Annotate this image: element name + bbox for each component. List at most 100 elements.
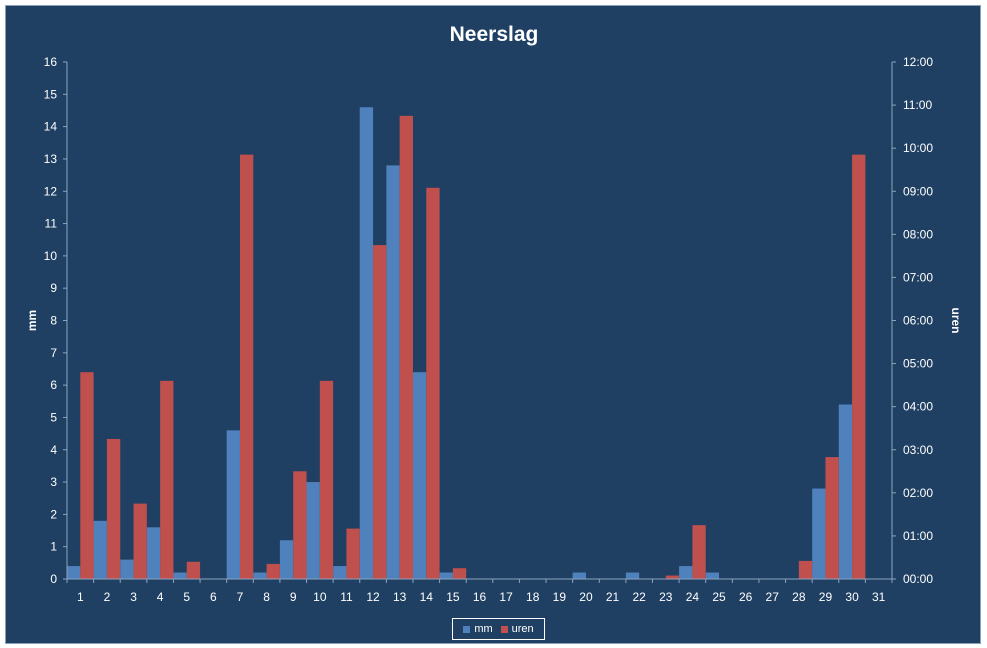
legend-item-uren: uren (500, 623, 534, 635)
x-tick-label-25: 25 (712, 590, 726, 604)
legend-swatch-mm (463, 625, 471, 633)
x-tick-label-8: 8 (263, 590, 270, 604)
y-right-tick-label-07:00: 07:00 (903, 270, 933, 284)
bar-mm-1 (67, 566, 81, 579)
y-right-tick-label-00:00: 00:00 (903, 572, 933, 586)
x-tick-label-9: 9 (290, 590, 297, 604)
bar-mm-10 (306, 482, 320, 579)
y-left-tick-label-5: 5 (50, 410, 57, 424)
bar-uren-11 (346, 528, 360, 579)
y-left-tick-label-4: 4 (50, 443, 57, 457)
x-tick-label-21: 21 (606, 590, 620, 604)
x-tick-label-23: 23 (659, 590, 673, 604)
chart-plot: 01234567891011121314151600:0001:0002:000… (25, 55, 963, 604)
y-left-tick-label-8: 8 (50, 314, 57, 328)
bar-uren-14 (426, 187, 440, 579)
x-tick-label-24: 24 (686, 590, 700, 604)
x-tick-label-12: 12 (366, 590, 380, 604)
y-right-tick-label-09:00: 09:00 (903, 184, 933, 198)
x-tick-label-20: 20 (579, 590, 593, 604)
legend-label-mm: mm (474, 623, 493, 635)
chart-title: Neerslag (449, 23, 539, 46)
bar-uren-8 (266, 563, 280, 579)
x-tick-label-15: 15 (446, 590, 460, 604)
x-tick-label-1: 1 (77, 590, 84, 604)
bar-uren-13 (399, 115, 413, 580)
bar-mm-12 (359, 107, 374, 580)
y-right-tick-label-01:00: 01:00 (903, 529, 933, 543)
bar-mm-3 (120, 559, 134, 579)
y-right-tick-label-08:00: 08:00 (903, 227, 933, 241)
bar-mm-29 (812, 488, 826, 579)
y-left-tick-label-0: 0 (50, 572, 57, 586)
x-tick-label-3: 3 (130, 590, 137, 604)
bar-uren-10 (319, 380, 334, 579)
y-left-tick-label-7: 7 (50, 346, 57, 360)
x-tick-label-30: 30 (845, 590, 859, 604)
y-right-tick-label-11:00: 11:00 (903, 98, 932, 112)
y-left-tick-label-12: 12 (44, 184, 58, 198)
legend-label-uren: uren (511, 623, 534, 635)
x-tick-label-22: 22 (632, 590, 646, 604)
x-tick-label-17: 17 (499, 590, 513, 604)
bar-mm-15 (439, 572, 453, 579)
y-right-tick-label-02:00: 02:00 (903, 486, 933, 500)
bar-uren-28 (798, 560, 813, 579)
y-right-tick-label-05:00: 05:00 (903, 357, 933, 371)
y-right-tick-label-03:00: 03:00 (903, 443, 933, 457)
y-left-tick-label-1: 1 (50, 540, 57, 554)
bar-uren-3 (133, 503, 147, 579)
x-tick-label-13: 13 (393, 590, 407, 604)
x-tick-label-14: 14 (420, 590, 434, 604)
y-left-tick-label-13: 13 (44, 152, 58, 166)
y-left-tick-label-15: 15 (44, 87, 58, 101)
x-tick-label-11: 11 (340, 590, 353, 604)
x-tick-label-6: 6 (210, 590, 217, 604)
bar-mm-24 (679, 566, 693, 579)
bar-mm-8 (253, 572, 267, 579)
legend: mm uren (452, 618, 545, 640)
bar-uren-23 (665, 575, 680, 579)
x-tick-label-31: 31 (872, 590, 886, 604)
x-tick-label-2: 2 (104, 590, 111, 604)
bar-mm-22 (625, 572, 640, 579)
x-tick-label-29: 29 (819, 590, 833, 604)
legend-swatch-uren (500, 625, 508, 633)
chart-frame: Neerslag 0 1 2 3 4 5 6 7 8 9 10 11 12 13 14 15 16 00:00 01… (5, 5, 981, 644)
y-left-tick-label-16: 16 (44, 55, 58, 69)
y-left-tick-label-14: 14 (44, 120, 58, 134)
x-tick-label-7: 7 (237, 590, 244, 604)
y-left-tick-label-11: 11 (45, 217, 58, 231)
x-tick-label-28: 28 (792, 590, 806, 604)
y-right-tick-label-10:00: 10:00 (903, 141, 933, 155)
bar-mm-30 (838, 404, 853, 579)
bar-uren-4 (160, 380, 174, 579)
bar-mm-11 (333, 566, 347, 579)
x-tick-label-18: 18 (526, 590, 540, 604)
bar-uren-9 (293, 471, 307, 579)
x-tick-label-10: 10 (313, 590, 327, 604)
y-axis-left-title: mm (25, 310, 39, 331)
y-left-tick-label-6: 6 (50, 378, 57, 392)
bar-uren-7 (239, 154, 254, 580)
bar-uren-12 (373, 245, 387, 579)
bar-uren-30 (852, 154, 866, 580)
y-left-tick-label-9: 9 (50, 281, 57, 295)
bar-mm-20 (572, 572, 586, 579)
y-left-tick-label-10: 10 (44, 249, 58, 263)
x-tick-label-5: 5 (183, 590, 190, 604)
y-left-tick-label-2: 2 (50, 507, 57, 521)
bar-mm-2 (93, 520, 107, 579)
bar-uren-2 (106, 438, 121, 579)
y-left-tick-label-3: 3 (50, 475, 57, 489)
y-right-tick-label-04:00: 04:00 (903, 400, 933, 414)
bar-uren-1 (80, 372, 94, 579)
legend-item-mm: mm (463, 623, 493, 635)
x-tick-label-27: 27 (766, 590, 780, 604)
x-tick-label-4: 4 (157, 590, 164, 604)
bar-mm-9 (279, 540, 294, 579)
y-axis-right-title: uren (949, 307, 963, 333)
bar-uren-5 (186, 561, 201, 579)
bar-mm-4 (146, 527, 161, 579)
bar-uren-29 (825, 457, 839, 579)
